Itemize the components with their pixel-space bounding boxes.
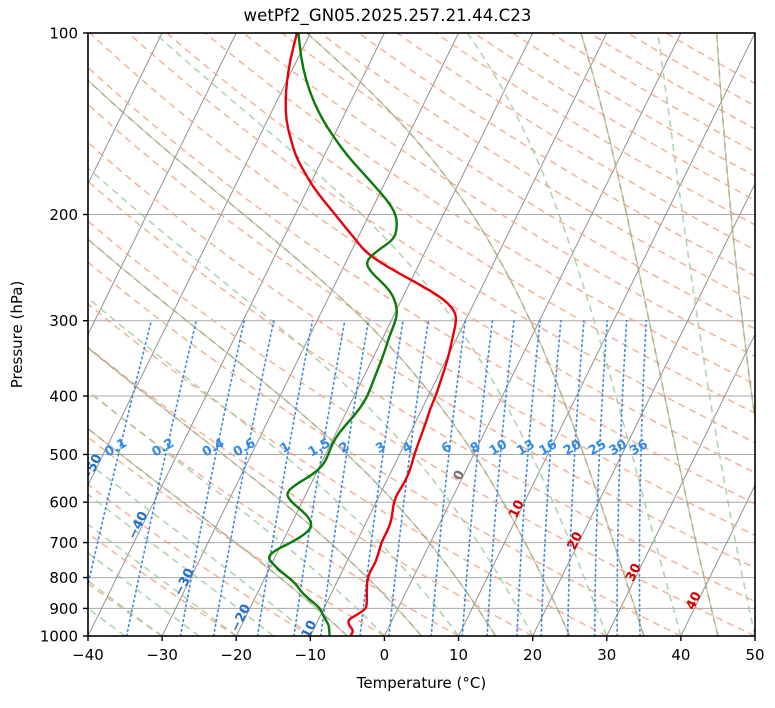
x-tick-label: 10 [449, 646, 468, 664]
saturated-adiabat-line [88, 427, 348, 636]
y-tick-label: 400 [49, 388, 78, 406]
x-axis-label: Temperature (°C) [356, 674, 486, 692]
mixing-ratio-line [256, 319, 314, 636]
isotherm-label: 40 [683, 589, 704, 612]
dry-adiabat-line [88, 346, 534, 636]
mixing-ratio-line [430, 319, 467, 636]
isotherm-line [532, 182, 755, 636]
mixing-ratio-line [359, 319, 404, 636]
dry-adiabat-line [358, 33, 755, 277]
temperature-profile-line [284, 33, 458, 636]
dewpoint-profile-line [268, 33, 398, 636]
x-tick-label: 40 [671, 646, 690, 664]
mixing-ratio-line [88, 319, 153, 589]
dry-adiabat-line [88, 390, 459, 636]
mixing-ratio-line [293, 319, 346, 636]
y-tick-label: 1000 [40, 628, 78, 646]
x-tick-label: 30 [597, 646, 616, 664]
mixing-ratio-line [388, 319, 430, 636]
dry-adiabat-line [127, 33, 755, 444]
dry-adiabat-line [88, 141, 755, 569]
saturated-adiabat-line [88, 79, 571, 636]
dry-adiabat-line [88, 261, 682, 636]
dry-adiabat-line [88, 103, 755, 537]
mixing-ratio-line [212, 319, 275, 636]
moist-adiabat-line [154, 33, 608, 636]
saturated-adiabat-line [306, 33, 645, 636]
x-tick-label: −10 [295, 646, 327, 664]
isotherm-label: 10 [506, 498, 527, 521]
isotherm-label: 30 [623, 561, 644, 584]
y-tick-label: 600 [49, 494, 78, 512]
y-tick-label: 100 [49, 25, 78, 43]
isotherm-line [383, 33, 682, 636]
moist-adiabat-line [88, 297, 460, 636]
dry-adiabat-line [88, 532, 237, 636]
mixing-ratio-line [638, 319, 648, 636]
isotherm-line [754, 634, 755, 636]
x-tick-label: 50 [745, 646, 764, 664]
mixing-ratio-line [486, 319, 515, 636]
mixing-ratio-line [593, 319, 609, 636]
moist-adiabat-line [466, 33, 682, 636]
x-tick-label: −20 [220, 646, 252, 664]
saturated-adiabat-line [88, 238, 497, 636]
moist-adiabat-line [88, 389, 385, 636]
moist-adiabat-line [766, 33, 775, 636]
saturated-adiabat-line [716, 33, 755, 424]
y-tick-label: 800 [49, 569, 78, 587]
plot-frame [87, 32, 756, 637]
saturated-adiabat-line [88, 346, 422, 636]
dry-adiabat-line [88, 220, 755, 636]
dry-adiabat-line [88, 180, 755, 603]
isotherm-line [88, 33, 163, 185]
x-tick-label: −30 [146, 646, 178, 664]
dry-adiabat-line [88, 582, 163, 636]
mixing-ratio-line [461, 319, 494, 636]
mixing-ratio-line [179, 319, 246, 636]
isotherm-line [235, 33, 534, 636]
dry-adiabat-line [204, 33, 755, 386]
x-tick-label: −40 [72, 646, 104, 664]
mixing-ratio-line [566, 319, 585, 636]
x-tick-label: 0 [380, 646, 390, 664]
mixing-ratio-line [616, 319, 628, 636]
y-tick-label: 500 [49, 446, 78, 464]
isotherm-label: 20 [565, 530, 586, 553]
dry-adiabat-line [88, 303, 608, 636]
isotherm-line [606, 333, 755, 636]
y-tick-label: 300 [49, 312, 78, 330]
isotherm-line [680, 484, 755, 636]
mixing-ratio-line [540, 319, 562, 636]
plot-title: wetPf2_GN05.2025.257.21.44.C23 [243, 6, 532, 25]
moist-adiabat-line [657, 33, 755, 636]
y-tick-label: 900 [49, 600, 78, 618]
isotherm-line [88, 33, 311, 487]
isotherm-line [309, 33, 608, 636]
plot-background [88, 33, 755, 636]
y-tick-label: 200 [49, 206, 78, 224]
moist-adiabat-line [88, 167, 534, 636]
mixing-ratio-line [319, 319, 370, 636]
y-tick-label: 700 [49, 534, 78, 552]
moist-adiabat-line [88, 461, 311, 636]
x-tick-label: 20 [523, 646, 542, 664]
mixing-ratio-line [125, 319, 198, 636]
y-axis-label: Pressure (hPa) [8, 281, 26, 389]
mixing-ratio-line [516, 319, 541, 636]
dry-adiabat-line [166, 33, 755, 414]
saturated-adiabat-line [580, 33, 719, 636]
